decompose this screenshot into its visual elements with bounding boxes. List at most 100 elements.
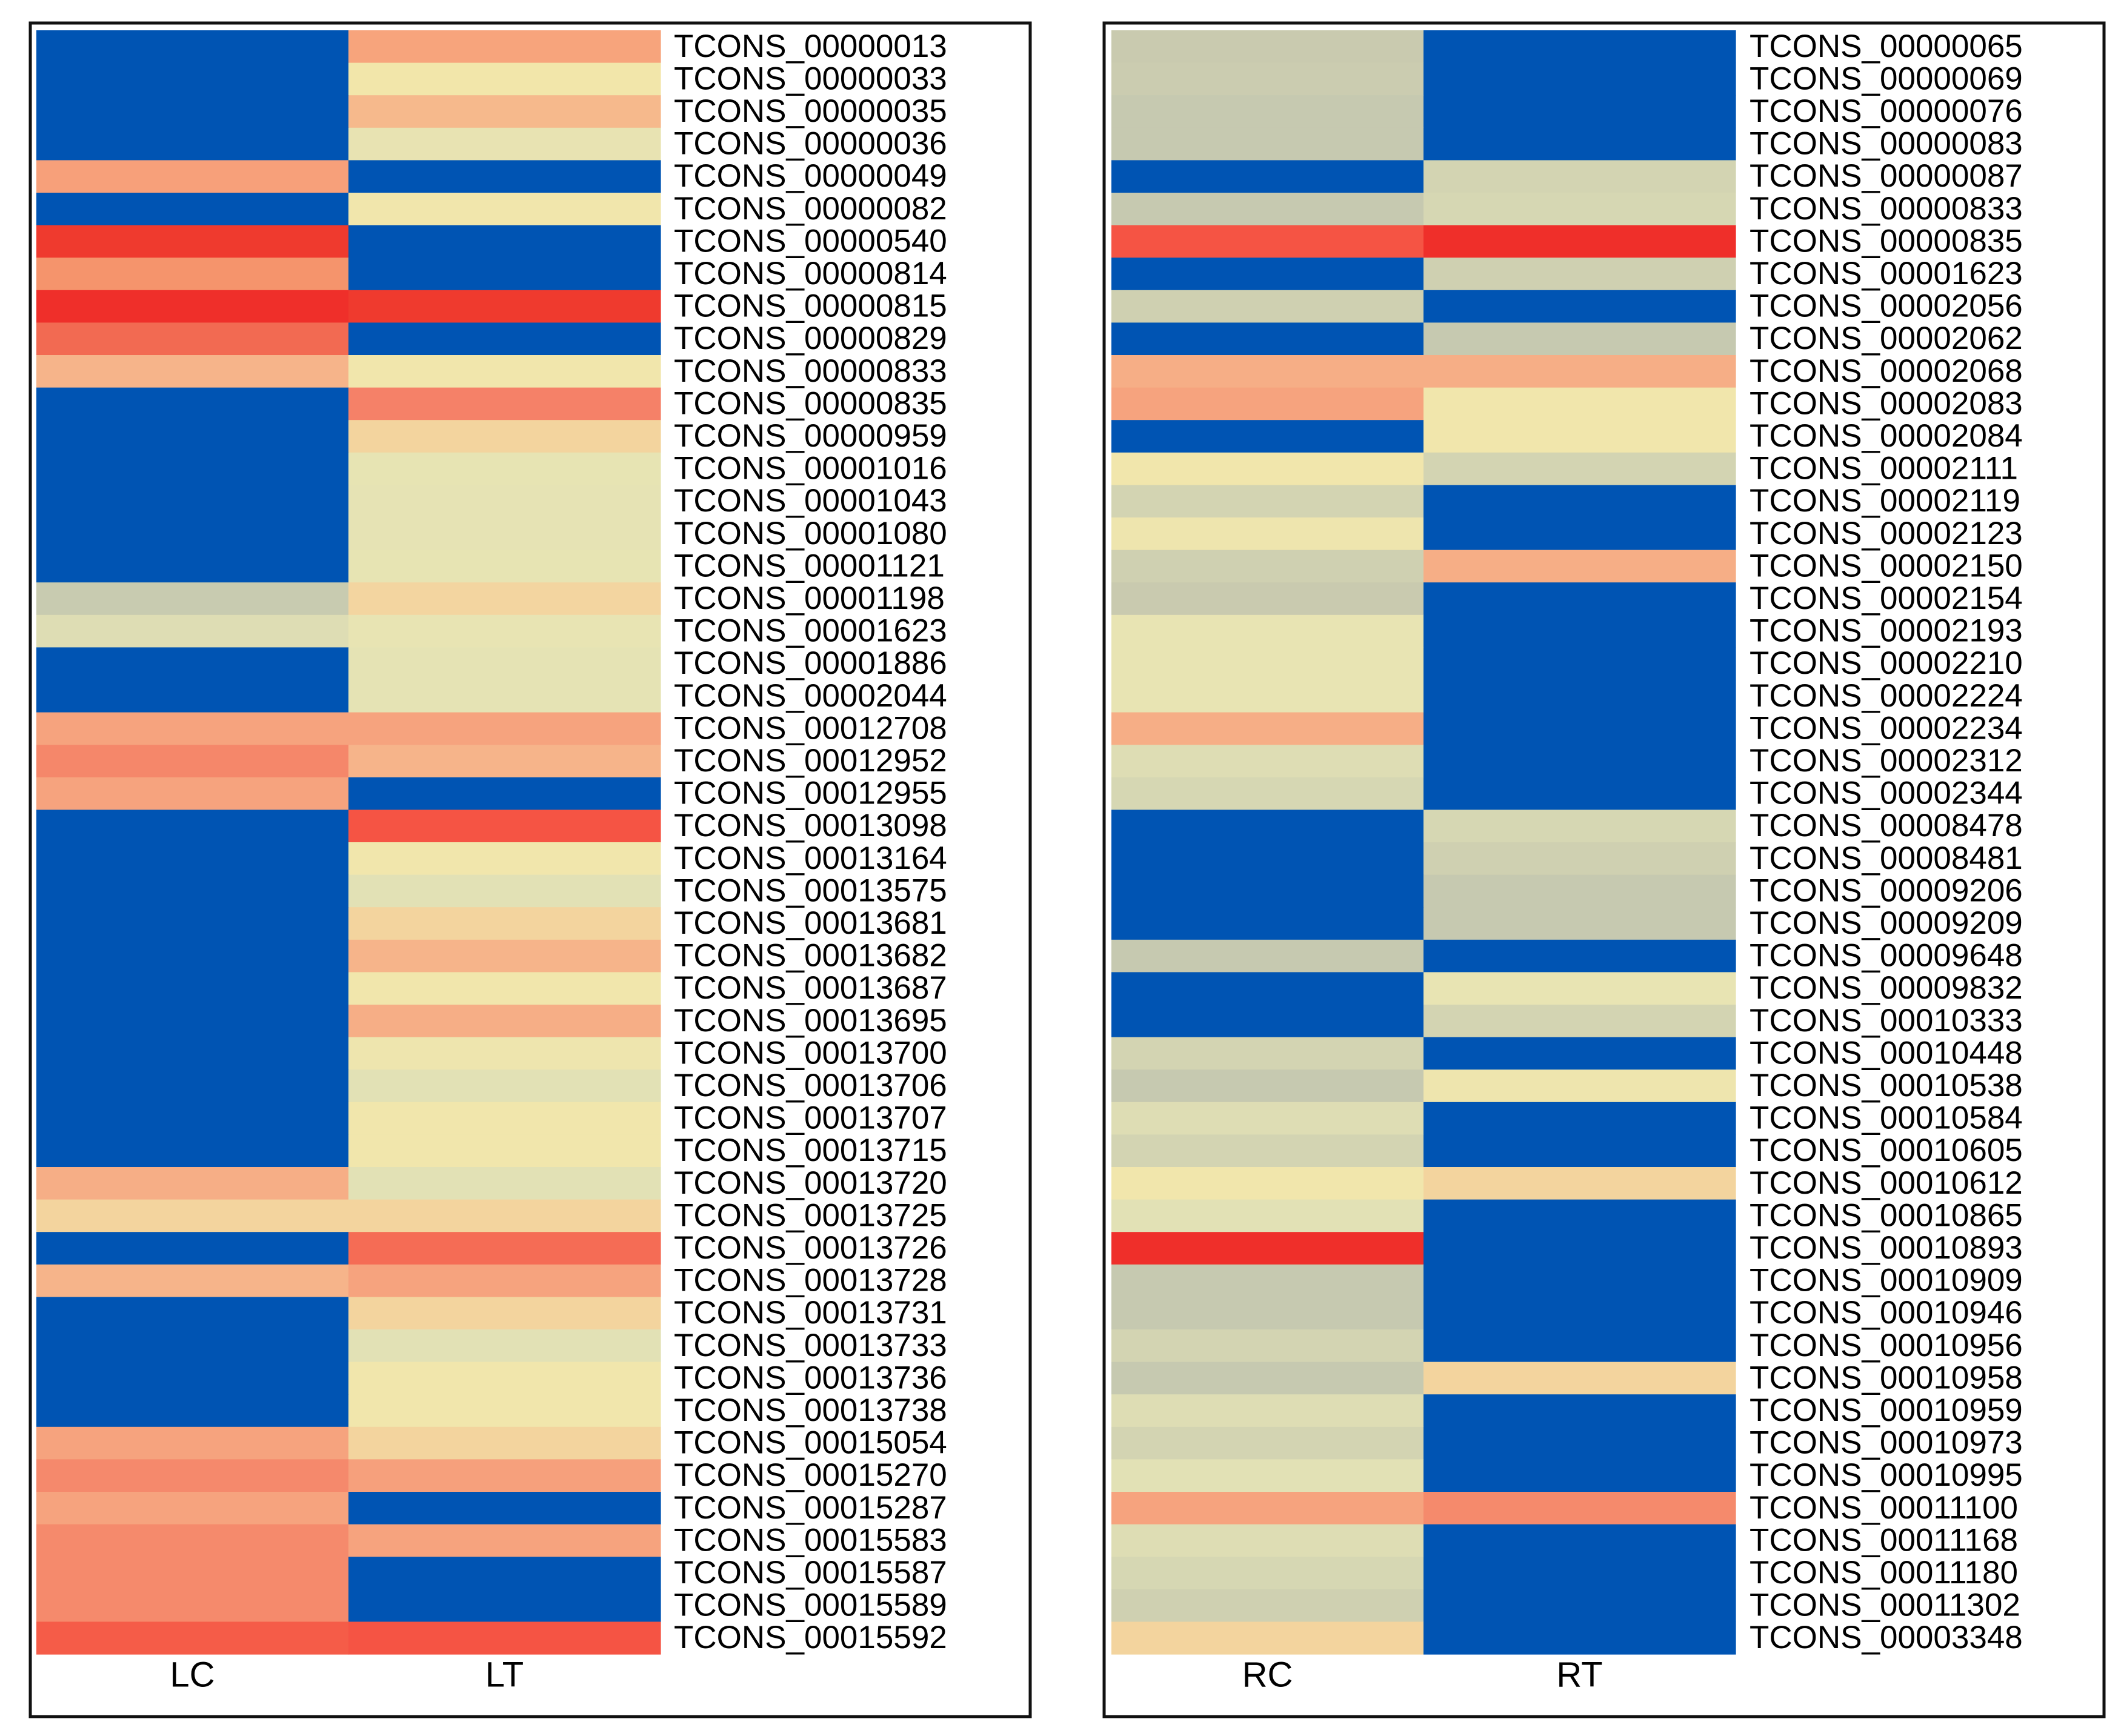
- row-label: TCONS_00000959: [674, 418, 947, 454]
- heatmap-cell: [1423, 1362, 1736, 1395]
- row-label: TCONS_00002154: [1750, 580, 2023, 616]
- heatmap-cell: [36, 290, 349, 323]
- heatmap-cell: [1423, 1037, 1736, 1070]
- heatmap-cell: [1111, 452, 1424, 485]
- row-label: TCONS_00013695: [674, 1003, 947, 1039]
- heatmap-cell: [1423, 1557, 1736, 1590]
- row-label: TCONS_00012955: [674, 776, 947, 811]
- row-label: TCONS_00002068: [1750, 353, 2023, 389]
- heatmap-cell: [36, 1102, 349, 1135]
- row-label: TCONS_00000069: [1750, 61, 2023, 96]
- heatmap-cell: [36, 1394, 349, 1428]
- heatmap-cell: [36, 842, 349, 876]
- heatmap-cell: [1423, 1524, 1736, 1557]
- heatmap-cell: [1111, 193, 1424, 226]
- heatmap-cell: [348, 550, 661, 583]
- row-label: TCONS_00015587: [674, 1555, 947, 1591]
- heatmap-cell: [36, 258, 349, 291]
- heatmap-cell: [36, 939, 349, 973]
- heatmap-cell: [348, 1557, 661, 1590]
- row-label: TCONS_00000049: [674, 158, 947, 194]
- heatmap-cell: [36, 582, 349, 616]
- row-label: TCONS_00002193: [1750, 613, 2023, 649]
- row-label: TCONS_00001016: [674, 451, 947, 487]
- heatmap-cell: [1423, 874, 1736, 908]
- heatmap-cell: [348, 1037, 661, 1070]
- heatmap-cell: [36, 647, 349, 680]
- heatmap-cell: [1423, 1459, 1736, 1492]
- heatmap-cell: [1423, 972, 1736, 1005]
- heatmap-cell: [1423, 614, 1736, 648]
- heatmap-cell: [1423, 939, 1736, 973]
- heatmap-cell: [36, 1134, 349, 1168]
- heatmap-cell: [36, 193, 349, 226]
- heatmap-cell: [36, 1037, 349, 1070]
- row-label: TCONS_00000035: [674, 93, 947, 129]
- heatmap-cell: [1111, 420, 1424, 453]
- heatmap-cell: [348, 517, 661, 551]
- row-label: TCONS_00013687: [674, 970, 947, 1006]
- row-label: TCONS_00010959: [1750, 1392, 2023, 1428]
- heatmap-cell: [1111, 355, 1424, 388]
- heatmap-cell: [36, 777, 349, 810]
- heatmap-cell: [1423, 1329, 1736, 1363]
- heatmap-cell: [1111, 1134, 1424, 1168]
- heatmap-cell: [348, 810, 661, 843]
- row-label: TCONS_00010612: [1750, 1165, 2023, 1201]
- row-label: TCONS_00002224: [1750, 678, 2023, 714]
- heatmap-cell: [348, 62, 661, 96]
- row-label: TCONS_00010584: [1750, 1100, 2023, 1136]
- heatmap-cell: [1111, 1589, 1424, 1622]
- heatmap-cell: [36, 1167, 349, 1200]
- heatmap-cell: [348, 1459, 661, 1492]
- heatmap-cell: [1111, 939, 1424, 973]
- heatmap-cell: [348, 322, 661, 356]
- row-label: TCONS_00000835: [674, 385, 947, 421]
- column-label: RC: [1242, 1655, 1293, 1694]
- row-label: TCONS_00010893: [1750, 1230, 2023, 1266]
- row-label: TCONS_00011168: [1750, 1522, 2018, 1558]
- heatmap-cell: [1111, 258, 1424, 291]
- row-label: TCONS_00015583: [674, 1522, 947, 1558]
- panel-frame: [28, 21, 1032, 1718]
- heatmap-cell: [36, 1232, 349, 1265]
- heatmap-cell: [1111, 1297, 1424, 1330]
- heatmap-cell: [1423, 907, 1736, 940]
- heatmap-cell: [1111, 1492, 1424, 1525]
- row-label: TCONS_00010973: [1750, 1425, 2023, 1461]
- heatmap-cell: [1423, 777, 1736, 810]
- heatmap-cell: [36, 1459, 349, 1492]
- row-label: TCONS_00013728: [674, 1263, 947, 1299]
- heatmap-cell: [1423, 1134, 1736, 1168]
- row-label: TCONS_00012952: [674, 743, 947, 779]
- row-label: TCONS_00008478: [1750, 808, 2023, 843]
- heatmap-cell: [1423, 387, 1736, 421]
- row-label: TCONS_00013738: [674, 1392, 947, 1428]
- heatmap-cell: [348, 1329, 661, 1363]
- row-label: TCONS_00011180: [1750, 1555, 2018, 1591]
- row-label: TCONS_00010946: [1750, 1295, 2023, 1331]
- heatmap-cell: [348, 972, 661, 1005]
- heatmap-cell: [1111, 745, 1424, 778]
- heatmap-cell: [348, 1524, 661, 1557]
- heatmap-cell: [348, 907, 661, 940]
- heatmap-cell: [348, 1134, 661, 1168]
- heatmap-cell: [1423, 517, 1736, 551]
- heatmap-cell: [348, 485, 661, 518]
- row-label: TCONS_00000083: [1750, 126, 2023, 162]
- heatmap-cell: [36, 62, 349, 96]
- row-label: TCONS_00013726: [674, 1230, 947, 1266]
- heatmap-cell: [348, 1621, 661, 1655]
- heatmap-cell: [36, 355, 349, 388]
- heatmap-cell: [1111, 1459, 1424, 1492]
- heatmap-cell: [36, 1426, 349, 1460]
- heatmap-cell: [1423, 1297, 1736, 1330]
- row-label: TCONS_00013164: [674, 840, 947, 876]
- heatmap-cell: [1111, 1037, 1424, 1070]
- heatmap-cell: [1111, 322, 1424, 356]
- heatmap-cell: [348, 95, 661, 128]
- heatmap-cell: [1423, 290, 1736, 323]
- heatmap-cell: [36, 1005, 349, 1038]
- heatmap-cell: [36, 160, 349, 193]
- heatmap-cell: [1423, 842, 1736, 876]
